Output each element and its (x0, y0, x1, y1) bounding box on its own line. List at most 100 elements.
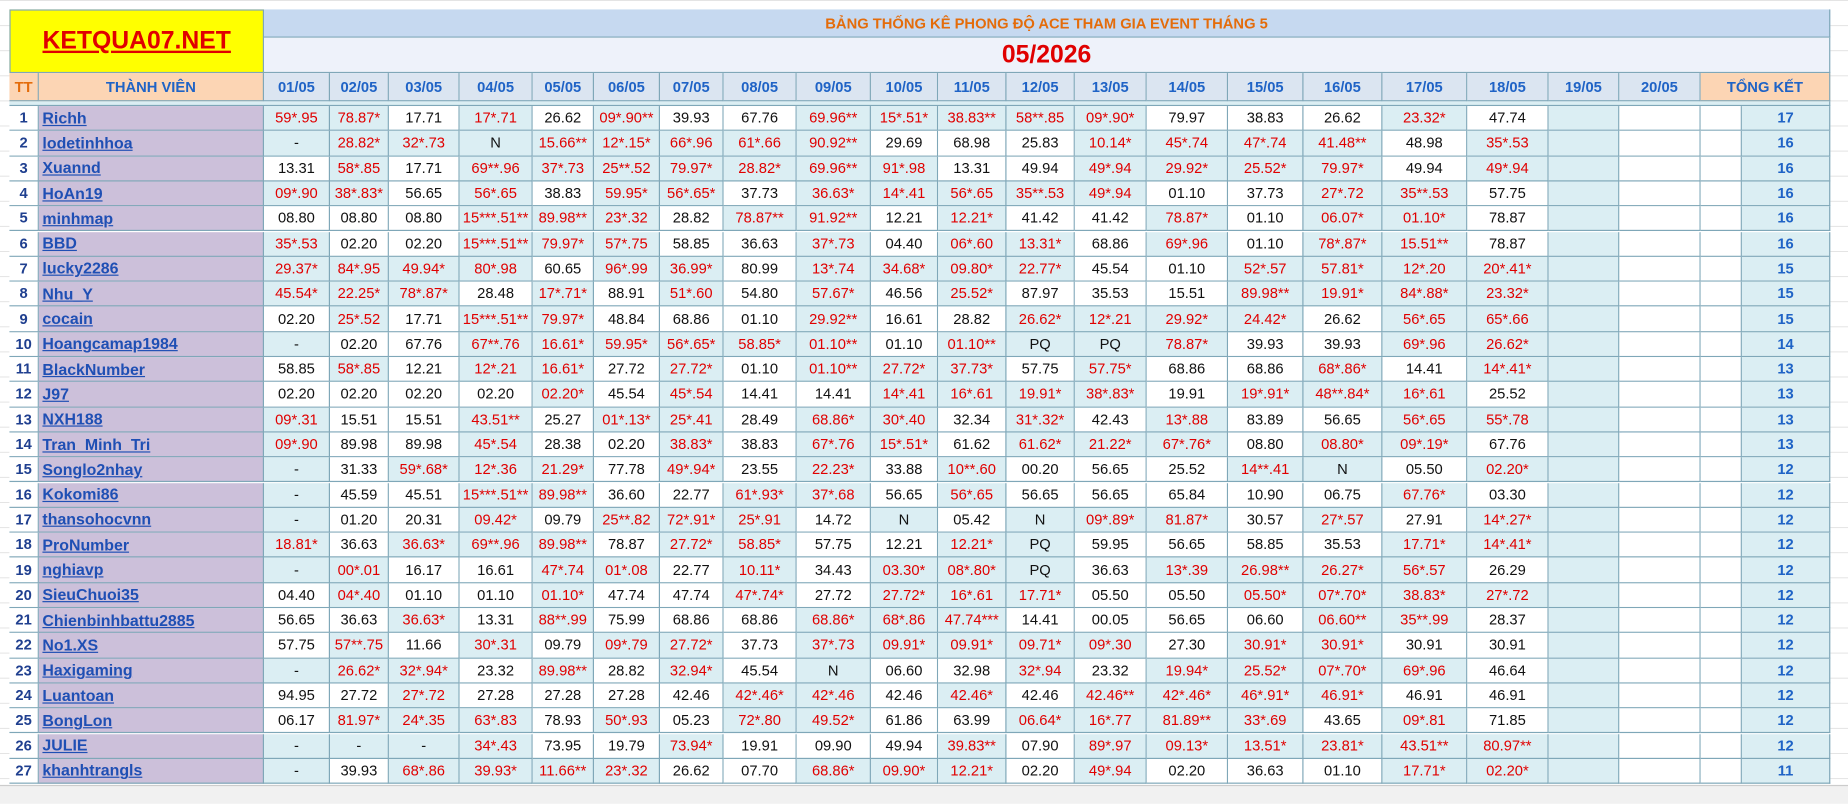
score-cell: PQ (1074, 331, 1147, 358)
score-cell: 37*.73 (796, 231, 871, 257)
member-name[interactable]: Hoangcamap1984 (38, 331, 264, 358)
score-cell: 47.74 (659, 583, 724, 609)
member-name[interactable]: BlackNumber (38, 357, 264, 383)
score-cell: 05.50 (1074, 583, 1147, 609)
member-name[interactable]: BBD (38, 231, 264, 257)
empty-cell (1700, 482, 1742, 508)
score-cell: 08.80* (1303, 432, 1383, 458)
score-cell: 89.98** (532, 482, 594, 508)
score-cell: 01.10 (723, 357, 797, 383)
member-name[interactable]: Tran_Minh_Tri (38, 432, 264, 458)
member-name[interactable]: thansohocvnn (38, 507, 264, 533)
score-cell: 41.42 (1006, 206, 1075, 232)
row-number: 13 (9, 407, 39, 433)
member-name[interactable]: cocain (38, 306, 264, 332)
total: 14 (1741, 331, 1831, 358)
score-cell: 09*.19* (1382, 432, 1468, 458)
score-cell: 58*.85 (329, 156, 389, 182)
member-name[interactable]: Haxigaming (38, 658, 264, 684)
score-cell: 89*.97 (1074, 733, 1147, 759)
score-cell: 68.86 (659, 608, 724, 634)
score-cell: 16*.61 (938, 583, 1007, 609)
member-name[interactable]: Luantoan (38, 683, 264, 709)
empty-cell (1548, 131, 1620, 157)
score-cell: 15*.51* (870, 432, 939, 458)
empty-cell (1700, 758, 1742, 784)
member-name[interactable]: ProNumber (38, 532, 264, 558)
score-cell: 14.72 (796, 507, 871, 533)
empty-cell (1619, 633, 1701, 659)
score-cell: 79.97* (532, 306, 594, 332)
score-cell: 56*.57 (1382, 557, 1468, 584)
score-cell: 58**.85 (1006, 106, 1075, 132)
row-number: 22 (9, 633, 39, 659)
empty-cell (1548, 758, 1620, 784)
member-name[interactable]: Chienbinhbattu2885 (38, 608, 264, 634)
empty-cell (1700, 608, 1742, 634)
score-cell: 32.94* (659, 658, 724, 684)
score-cell: 05.50 (1146, 583, 1229, 609)
row-number: 14 (9, 432, 39, 458)
member-name[interactable]: Xuannd (38, 156, 264, 182)
column-header: 14/05 (1146, 73, 1229, 102)
score-cell: 89.98** (532, 658, 594, 684)
score-cell: 06.07* (1303, 206, 1383, 232)
score-cell: 78.93 (532, 708, 594, 734)
member-name[interactable]: NXH188 (38, 407, 264, 433)
column-header: 03/05 (388, 73, 460, 102)
column-header: TT (9, 73, 39, 102)
score-cell: 56.65 (1146, 532, 1229, 558)
score-cell: 36.63 (329, 532, 389, 558)
empty-cell (1619, 256, 1701, 282)
score-cell: 57**.75 (329, 633, 389, 659)
score-cell: 12.21* (938, 206, 1007, 232)
member-name[interactable]: minhmap (38, 206, 264, 232)
member-name[interactable]: lucky2286 (38, 256, 264, 282)
score-cell: 39.83** (938, 733, 1007, 759)
score-cell: 15*.51* (870, 106, 939, 132)
score-cell: 35*.53 (1467, 131, 1549, 157)
score-cell: 78.87** (723, 206, 797, 232)
member-name[interactable]: SieuChuoi35 (38, 583, 264, 609)
score-cell: PQ (1006, 532, 1075, 558)
score-cell: 57.75* (1074, 357, 1147, 383)
score-cell: 27.72* (870, 583, 939, 609)
member-name[interactable]: Nhu_Y (38, 281, 264, 307)
member-name[interactable]: Songlo2nhay (38, 457, 264, 483)
member-name[interactable]: lodetinhhoa (38, 131, 264, 157)
score-cell: 56*.65 (459, 181, 533, 207)
member-name[interactable]: J97 (38, 382, 264, 408)
member-name[interactable]: No1.XS (38, 633, 264, 659)
score-cell: 26.62 (532, 106, 594, 132)
score-cell: 56.65 (1074, 457, 1147, 483)
member-name[interactable]: khanhtrangls (38, 758, 264, 784)
score-cell: 45.51 (388, 482, 460, 508)
empty-cell (1548, 733, 1620, 759)
score-cell: 43.51** (459, 407, 533, 433)
total: 13 (1741, 357, 1831, 383)
member-name[interactable]: Kokomi86 (38, 482, 264, 508)
score-cell: 78*.87* (388, 281, 460, 307)
empty-cell (1619, 181, 1701, 207)
score-cell: 69*.96 (1146, 231, 1229, 257)
row-number: 9 (9, 306, 39, 332)
score-cell: 01.10* (1382, 206, 1468, 232)
score-cell: 45*.74 (1146, 131, 1229, 157)
row-number: 2 (9, 131, 39, 157)
empty-cell (1619, 457, 1701, 483)
empty-cell (1619, 733, 1701, 759)
member-name[interactable]: Richh (38, 106, 264, 132)
member-name[interactable]: HoAn19 (38, 181, 264, 207)
score-cell: 09.90 (796, 733, 871, 759)
column-header: 06/05 (593, 73, 660, 102)
score-cell: 68*.86* (1303, 357, 1383, 383)
score-cell: 38.83** (938, 106, 1007, 132)
score-cell: 36.63* (388, 608, 460, 634)
score-cell: 07.90 (1006, 733, 1075, 759)
member-name[interactable]: BongLon (38, 708, 264, 734)
score-cell: 17*.71* (532, 281, 594, 307)
member-name[interactable]: JULIE (38, 733, 264, 759)
score-cell: 02.20 (329, 331, 389, 358)
member-name[interactable]: nghiavp (38, 557, 264, 584)
score-cell: 14**.41 (1228, 457, 1304, 483)
